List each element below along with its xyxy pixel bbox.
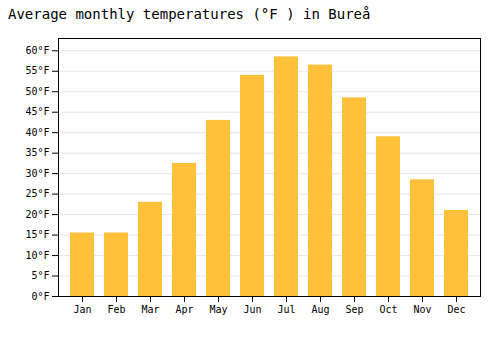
svg-text:Jul: Jul <box>277 304 295 315</box>
svg-text:20°F: 20°F <box>25 209 49 220</box>
svg-text:55°F: 55°F <box>25 65 49 76</box>
svg-text:Jun: Jun <box>243 304 261 315</box>
html-text:Average monthly temperatures (: Average monthly temperatures (°F ) in Bu… <box>8 6 371 22</box>
svg-text:May: May <box>209 304 227 315</box>
svg-text:30°F: 30°F <box>25 168 49 179</box>
svg-text:Feb: Feb <box>107 304 125 315</box>
svg-text:50°F: 50°F <box>25 86 49 97</box>
svg-text:40°F: 40°F <box>25 127 49 138</box>
svg-text:60°F: 60°F <box>25 45 49 56</box>
svg-text:15°F: 15°F <box>25 229 49 240</box>
svg-text:Dec: Dec <box>447 304 465 315</box>
svg-text:Apr: Apr <box>175 304 193 315</box>
svg-text:45°F: 45°F <box>25 106 49 117</box>
svg-text:25°F: 25°F <box>25 188 49 199</box>
svg-text:10°F: 10°F <box>25 250 49 261</box>
svg-text:Aug: Aug <box>311 304 329 315</box>
svg-text:Jan: Jan <box>73 304 91 315</box>
svg-text:Sep: Sep <box>345 304 363 315</box>
svg-text:Mar: Mar <box>141 304 159 315</box>
svg-text:0°F: 0°F <box>31 291 49 302</box>
svg-text:35°F: 35°F <box>25 147 49 158</box>
svg-text:Oct: Oct <box>379 304 397 315</box>
svg-text:Nov: Nov <box>413 304 431 315</box>
svg-text:5°F: 5°F <box>31 270 49 281</box>
